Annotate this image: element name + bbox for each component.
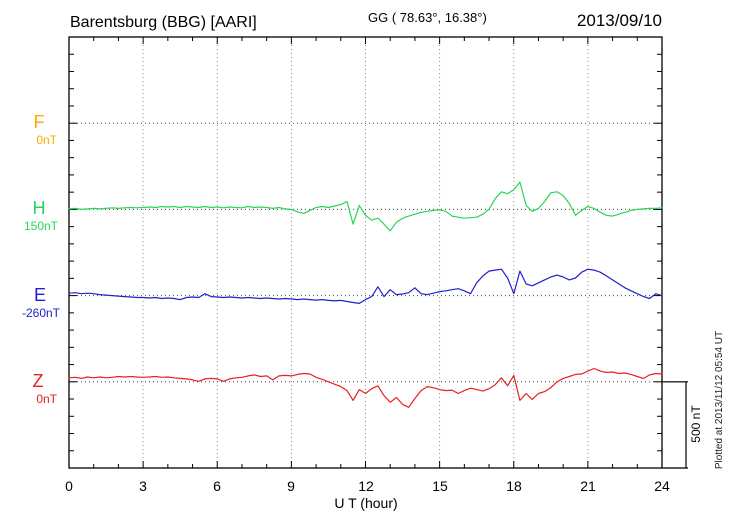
x-tick-label-0: 0 (65, 478, 73, 494)
plot-layer (68, 36, 688, 469)
scale-bar-label: 500 nT (689, 405, 703, 443)
trace-H (68, 181, 663, 232)
scale-bar (662, 381, 688, 469)
x-tick-label-3: 3 (139, 478, 147, 494)
x-tick-label-6: 6 (213, 478, 221, 494)
station-title: Barentsburg (BBG) [AARI] (70, 14, 257, 31)
x-tick-label-9: 9 (287, 478, 295, 494)
x-tick-label-18: 18 (506, 478, 522, 494)
channel-label-E: E (34, 285, 46, 305)
geo-coordinates: GG ( 78.63°, 16.38°) (368, 10, 487, 25)
x-tick-label-15: 15 (432, 478, 448, 494)
trace-Z (68, 367, 663, 408)
channel-baseline-H: 150nT (24, 219, 59, 233)
x-axis-title: U T (hour) (334, 495, 397, 511)
x-tick-label-24: 24 (654, 478, 670, 494)
plotted-at-note: Plotted at 2013/11/12 05:54 UT (714, 331, 725, 469)
channel-baselines (69, 122, 662, 383)
plot-date: 2013/09/10 (577, 11, 662, 30)
x-tick-label-12: 12 (358, 478, 374, 494)
channel-label-H: H (33, 198, 46, 218)
channel-baseline-Z: 0nT (36, 392, 57, 406)
nT-ticks (69, 53, 662, 452)
x-tick-label-21: 21 (580, 478, 596, 494)
channel-label-F: F (34, 112, 45, 132)
channel-baseline-E: -260nT (22, 306, 61, 320)
vertical-gridlines (142, 37, 589, 468)
channel-label-Z: Z (33, 371, 44, 391)
hour-ticks (68, 37, 663, 468)
channel-baseline-F: 0nT (36, 133, 57, 147)
trace-E (68, 268, 663, 304)
